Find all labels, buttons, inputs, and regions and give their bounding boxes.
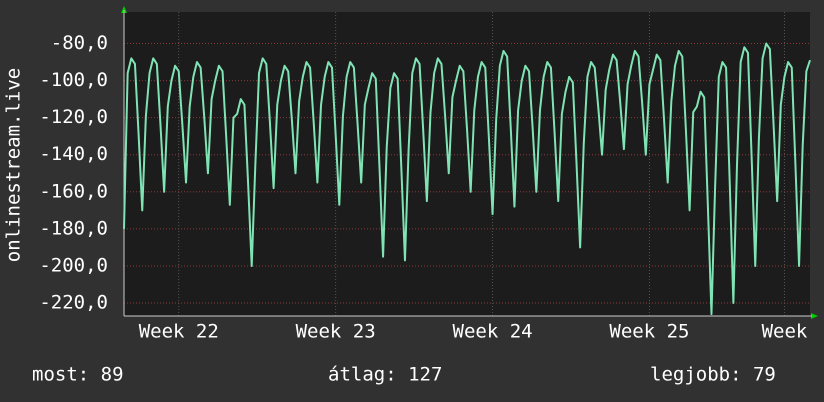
data-line xyxy=(123,42,811,316)
y-tick-label: -160,0 xyxy=(39,180,108,202)
summary-text: átlag: 127 xyxy=(328,364,442,386)
x-tick-label: Week 25 xyxy=(609,321,689,343)
y-tick-label: -80,0 xyxy=(51,32,108,54)
plot-area xyxy=(124,12,810,316)
x-tick-label: Week 24 xyxy=(453,321,533,343)
axis-arrow xyxy=(811,313,818,319)
summary-text: legjobb: 79 xyxy=(650,364,776,386)
x-tick-label: Week xyxy=(762,321,808,343)
y-axis-label: onlinestream.live xyxy=(3,68,25,262)
y-tick-label: -180,0 xyxy=(39,217,108,239)
y-tick-label: -200,0 xyxy=(39,254,108,276)
y-tick-label: -140,0 xyxy=(39,143,108,165)
y-tick-label: -120,0 xyxy=(39,106,108,128)
x-tick-label: Week 23 xyxy=(296,321,376,343)
summary-text: most: 89 xyxy=(32,364,124,386)
axis-arrow xyxy=(121,6,127,13)
y-tick-label: -220,0 xyxy=(39,292,108,314)
y-tick-label: -100,0 xyxy=(39,69,108,91)
x-tick-label: Week 22 xyxy=(139,321,219,343)
